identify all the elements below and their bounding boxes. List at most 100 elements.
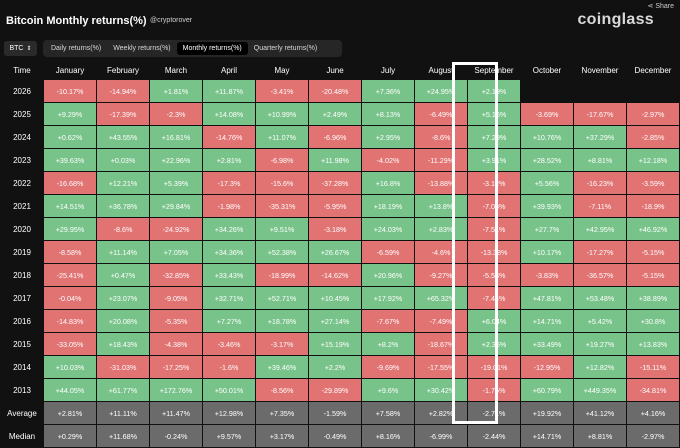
return-cell: +42.95% <box>574 218 626 240</box>
return-cell: -14.76% <box>203 126 255 148</box>
return-cell: +18.43% <box>97 333 149 355</box>
return-cell: +7.05% <box>150 241 202 263</box>
return-cell: -3.41% <box>256 80 308 102</box>
column-header[interactable]: January <box>55 65 85 75</box>
return-cell: +1.81% <box>150 80 202 102</box>
column-header[interactable]: May <box>274 65 290 75</box>
row-label: 2026 <box>13 86 31 96</box>
return-cell: -24.92% <box>150 218 202 240</box>
return-cell: -14.94% <box>97 80 149 102</box>
return-cell: -3.46% <box>203 333 255 355</box>
return-cell: -3.12% <box>468 172 520 194</box>
row-label: 2016 <box>13 316 31 326</box>
summary-cell: +4.16% <box>627 402 679 424</box>
return-cell: +14.51% <box>44 195 96 217</box>
returns-period-tabs: Daily returns(%) Weekly returns(%) Monthly… <box>43 40 342 57</box>
return-cell: +27.7% <box>521 218 573 240</box>
return-cell: +37.29% <box>574 126 626 148</box>
return-cell: +9.6% <box>362 379 414 401</box>
summary-cell: -2.97% <box>627 425 679 447</box>
column-header[interactable]: December <box>634 65 672 75</box>
column-header[interactable]: September <box>474 65 514 75</box>
summary-cell: +19.92% <box>521 402 573 424</box>
return-cell: -15.11% <box>627 356 679 378</box>
return-cell: -13.88% <box>415 172 467 194</box>
tab-monthly-returns[interactable]: Monthly returns(%) <box>176 42 248 55</box>
return-cell: +27.14% <box>309 310 361 332</box>
return-cell: +16.81% <box>150 126 202 148</box>
return-cell: -4.38% <box>150 333 202 355</box>
return-cell: +10.45% <box>309 287 361 309</box>
return-cell: -9.27% <box>415 264 467 286</box>
summary-cell: -2.44% <box>468 425 520 447</box>
summary-cell: +7.35% <box>256 402 308 424</box>
table-row: 2021 +14.51% +36.78% +29.84% -1.98% -35.31% -5… <box>1 195 679 217</box>
tab-daily-returns[interactable]: Daily returns(%) <box>51 45 102 52</box>
coinglass-logo: coinglass <box>577 11 654 28</box>
table-row: 2019 -8.58% +11.14% +7.05% +34.36% +52.38% +26… <box>1 241 679 263</box>
empty-cell <box>521 80 573 102</box>
summary-cell: +8.81% <box>574 425 626 447</box>
return-cell: -18.9% <box>627 195 679 217</box>
return-cell: +12.82% <box>574 356 626 378</box>
return-cell: -8.6% <box>415 126 467 148</box>
return-cell: -1.6% <box>203 356 255 378</box>
column-header[interactable]: February <box>106 65 139 75</box>
return-cell: -5.58% <box>468 264 520 286</box>
return-cell: -3.83% <box>521 264 573 286</box>
table-row: 2018 -25.41% +0.47% -32.85% +33.43% -18.99% -1… <box>1 264 679 286</box>
return-cell: -18.67% <box>415 333 467 355</box>
summary-cell: -0.24% <box>150 425 202 447</box>
return-cell: +19.27% <box>574 333 626 355</box>
return-cell: -7.03% <box>468 195 520 217</box>
return-cell: -36.57% <box>574 264 626 286</box>
tab-weekly-returns[interactable]: Weekly returns(%) <box>113 45 171 52</box>
return-cell: +8.81% <box>574 149 626 171</box>
empty-cell <box>574 80 626 102</box>
return-cell: +32.71% <box>203 287 255 309</box>
table-row: 2015 -33.05% +18.43% -4.38% -3.46% -3.17% +15.… <box>1 333 679 355</box>
return-cell: +65.32% <box>415 287 467 309</box>
return-cell: -3.59% <box>627 172 679 194</box>
column-header[interactable]: November <box>581 65 619 75</box>
return-cell: +12.18% <box>627 149 679 171</box>
return-cell: -16.68% <box>44 172 96 194</box>
coin-select[interactable]: BTC ⇕ <box>4 41 37 56</box>
return-cell: +2.19% <box>468 80 520 102</box>
summary-cell: +11.47% <box>150 402 202 424</box>
return-cell: +2.49% <box>309 103 361 125</box>
return-cell: -2.3% <box>150 103 202 125</box>
return-cell: +39.93% <box>521 195 573 217</box>
column-header[interactable]: March <box>164 65 188 75</box>
column-header[interactable]: July <box>380 65 396 75</box>
return-cell: +15.19% <box>309 333 361 355</box>
row-label: 2023 <box>13 155 31 165</box>
share-button[interactable]: ⋖ Share <box>648 2 675 10</box>
summary-cell: +14.71% <box>521 425 573 447</box>
return-cell: -37.28% <box>309 172 361 194</box>
return-cell: +5.39% <box>150 172 202 194</box>
return-cell: +7.27% <box>203 310 255 332</box>
column-header[interactable]: June <box>326 65 344 75</box>
return-cell: -15.6% <box>256 172 308 194</box>
return-cell: -6.49% <box>415 103 467 125</box>
return-cell: +13.8% <box>415 195 467 217</box>
share-icon: ⋖ <box>647 3 656 10</box>
column-header[interactable]: April <box>220 65 237 75</box>
author-handle: @cryptorover <box>150 17 193 24</box>
return-cell: -6.59% <box>362 241 414 263</box>
return-cell: -4.6% <box>415 241 467 263</box>
return-cell: +8.13% <box>362 103 414 125</box>
summary-cell: -1.59% <box>309 402 361 424</box>
column-header[interactable]: October <box>532 65 562 75</box>
return-cell: -17.55% <box>415 356 467 378</box>
return-cell: -7.49% <box>415 310 467 332</box>
return-cell: +39.63% <box>44 149 96 171</box>
return-cell: +50.01% <box>203 379 255 401</box>
tab-quarterly-returns[interactable]: Quarterly returns(%) <box>253 45 318 52</box>
return-cell: +7.36% <box>362 80 414 102</box>
return-cell: +0.47% <box>97 264 149 286</box>
column-header[interactable]: August <box>428 65 454 75</box>
return-cell: -3.18% <box>309 218 361 240</box>
return-cell: +39.46% <box>256 356 308 378</box>
